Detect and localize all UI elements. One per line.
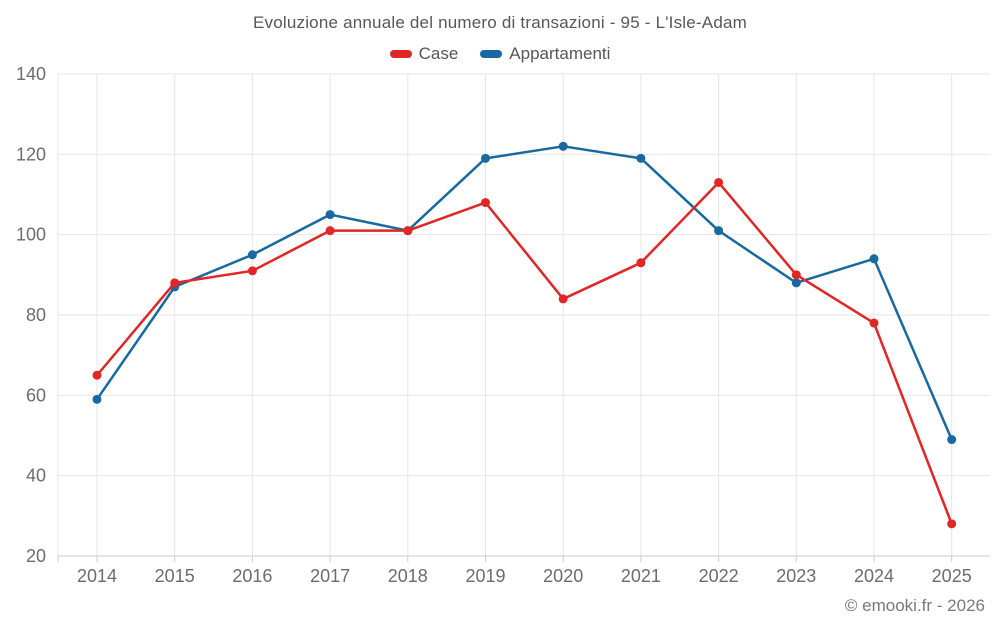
case-marker-2023[interactable] [791,270,801,280]
legend-item-case[interactable]: Case [389,44,459,64]
x-tick-label: 2015 [155,566,195,586]
appartamenti-line [95,145,953,441]
x-tick-label: 2024 [854,566,894,586]
appartamenti-marker-2020[interactable] [558,141,568,151]
x-tick-label: 2019 [465,566,505,586]
case-marker-2018[interactable] [403,226,413,236]
appartamenti-marker-2024[interactable] [869,254,879,264]
legend: Case Appartamenti [0,44,1000,64]
appartamenti-marker-2025[interactable] [947,435,957,445]
x-tick-label: 2023 [776,566,816,586]
case-marker-2017[interactable] [325,226,335,236]
legend-label-appartamenti: Appartamenti [509,44,611,63]
case-marker-2021[interactable] [636,258,646,268]
appartamenti-marker-2022[interactable] [714,226,724,236]
y-tick-label: 60 [26,385,46,405]
y-tick-label: 120 [16,144,46,164]
appartamenti-marker-2017[interactable] [325,210,335,220]
case-legend-swatch-icon [389,50,412,58]
case-marker-2016[interactable] [247,266,257,276]
y-tick-label: 140 [16,64,46,84]
appartamenti-marker-2016[interactable] [247,250,257,260]
case-marker-2024[interactable] [869,318,879,328]
case-marker-2014[interactable] [92,370,102,380]
x-tick-label: 2022 [699,566,739,586]
y-tick-label: 40 [26,466,46,486]
case-marker-2019[interactable] [481,198,490,208]
y-tick-label: 80 [26,305,46,325]
y-tick-label: 100 [16,225,46,245]
appartamenti-marker-2019[interactable] [481,153,490,163]
x-tick-label: 2018 [388,566,428,586]
appartamenti-legend-swatch-icon [480,50,503,58]
case-line [95,181,953,526]
chart-title: Evoluzione annuale del numero di transaz… [252,13,747,32]
appartamenti-marker-2023[interactable] [791,278,801,288]
appartamenti-marker-2014[interactable] [92,394,102,404]
x-tick-label: 2014 [77,566,117,586]
legend-item-appartamenti[interactable]: Appartamenti [480,44,610,64]
case-marker-2015[interactable] [170,278,180,288]
appartamenti-marker-2021[interactable] [636,153,646,163]
x-tick-label: 2021 [621,566,661,586]
y-tick-label: 20 [26,546,46,566]
case-marker-2025[interactable] [947,519,957,529]
x-tick-label: 2017 [310,566,350,586]
copyright-footer: © emooki.fr - 2026 [844,596,985,615]
case-marker-2020[interactable] [558,294,568,304]
legend-label-case: Case [418,44,459,63]
x-tick-label: 2016 [232,566,272,586]
x-tick-label: 2020 [543,566,583,586]
x-tick-label: 2025 [932,566,972,586]
case-marker-2022[interactable] [714,177,724,187]
